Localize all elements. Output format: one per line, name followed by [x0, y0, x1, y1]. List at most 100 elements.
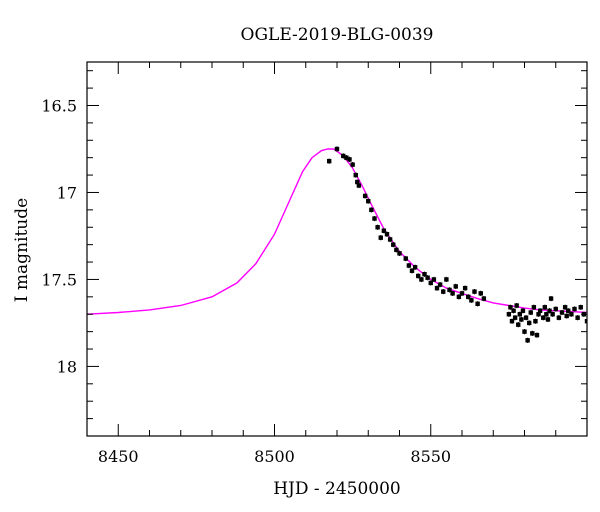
data-point — [562, 304, 568, 310]
data-point — [547, 308, 552, 314]
point-marker — [375, 225, 380, 230]
data-point — [578, 304, 583, 310]
y-tick-label: 16.5 — [41, 96, 77, 115]
data-point — [548, 295, 554, 302]
data-point — [509, 318, 515, 324]
point-marker — [475, 301, 480, 306]
point-marker — [334, 146, 340, 152]
data-point — [350, 162, 355, 168]
point-marker — [550, 312, 555, 317]
data-point — [541, 315, 546, 321]
data-point — [553, 306, 558, 312]
point-marker — [514, 303, 519, 308]
data-point — [419, 276, 424, 283]
point-marker — [444, 277, 449, 282]
point-marker — [409, 268, 415, 273]
data-point — [550, 311, 555, 317]
point-marker — [341, 153, 346, 159]
x-axis-label: HJD - 2450000 — [273, 479, 401, 499]
data-point — [564, 313, 569, 319]
data-point — [384, 231, 390, 237]
point-marker — [437, 282, 443, 287]
point-marker — [530, 331, 535, 336]
point-marker — [366, 198, 371, 204]
data-point — [412, 264, 418, 270]
data-point — [534, 332, 540, 338]
point-marker — [394, 247, 399, 253]
axis-ticks — [86, 62, 588, 437]
data-point — [533, 318, 538, 324]
data-point — [378, 235, 383, 241]
point-marker — [406, 263, 412, 268]
data-point — [372, 215, 377, 222]
data-point — [528, 309, 533, 316]
point-marker — [544, 312, 549, 317]
data-point — [406, 262, 412, 269]
point-marker — [416, 273, 421, 279]
data-point — [544, 311, 549, 317]
point-marker — [419, 277, 424, 282]
data-point — [523, 315, 529, 321]
data-point — [517, 311, 523, 317]
data-point — [394, 247, 399, 253]
data-point — [422, 271, 427, 277]
point-marker — [548, 296, 554, 301]
y-tick-label: 17 — [57, 183, 77, 202]
data-point — [409, 268, 415, 274]
data-point — [344, 155, 349, 161]
point-marker — [481, 296, 487, 301]
point-marker — [428, 280, 433, 286]
model-curve-layer — [87, 148, 587, 315]
data-point — [520, 308, 526, 314]
point-marker — [566, 308, 571, 313]
data-point — [425, 275, 430, 281]
data-point — [462, 285, 468, 291]
point-marker — [391, 242, 396, 247]
data-point — [569, 311, 574, 317]
point-marker — [575, 315, 580, 320]
data-point — [572, 306, 577, 312]
data-point — [387, 236, 393, 243]
point-marker — [456, 294, 462, 300]
data-point — [403, 255, 408, 262]
data-point — [444, 276, 449, 283]
point-marker — [536, 312, 541, 317]
point-marker — [545, 317, 551, 322]
point-marker — [472, 289, 477, 294]
data-point — [522, 329, 527, 335]
model-curve — [87, 148, 587, 315]
data-point — [437, 282, 443, 288]
point-marker — [422, 272, 427, 277]
point-marker — [520, 308, 526, 313]
data-point — [545, 316, 551, 323]
point-marker — [526, 320, 532, 326]
data-point — [353, 172, 358, 178]
data-point — [481, 295, 487, 302]
data-points-layer — [326, 146, 587, 343]
data-point — [326, 158, 332, 164]
data-point — [472, 289, 477, 295]
point-marker — [523, 315, 529, 320]
point-marker — [569, 312, 574, 317]
data-point — [356, 182, 362, 189]
point-marker — [447, 287, 452, 293]
point-marker — [542, 305, 548, 310]
tick-labels: 8450 8500 8550 16.5 17 17.5 18 — [41, 96, 451, 466]
data-point — [369, 207, 374, 213]
point-marker — [356, 183, 362, 188]
data-point — [453, 283, 458, 290]
point-marker — [347, 157, 352, 162]
point-marker — [556, 315, 562, 320]
data-point — [512, 315, 518, 321]
point-marker — [512, 315, 518, 320]
point-marker — [519, 317, 524, 322]
point-marker — [387, 237, 393, 242]
point-marker — [441, 289, 446, 294]
chart-title: OGLE-2019-BLG-0039 — [241, 25, 434, 45]
data-point — [431, 276, 437, 283]
data-point — [556, 315, 562, 321]
data-point — [362, 193, 368, 199]
x-tick-label: 8500 — [254, 447, 295, 466]
data-point — [542, 304, 548, 310]
data-point — [416, 273, 421, 279]
